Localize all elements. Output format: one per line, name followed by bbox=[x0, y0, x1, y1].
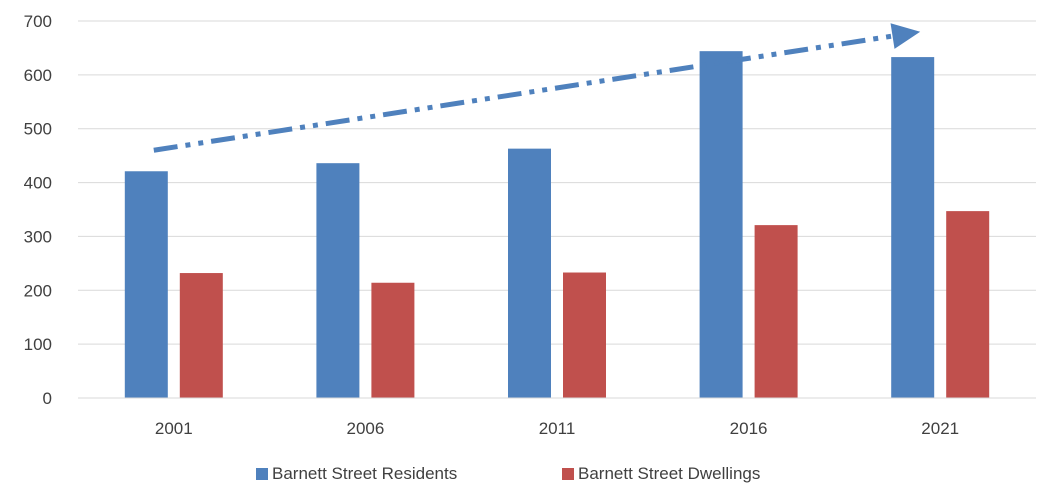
bar-dwellings-2011 bbox=[563, 272, 606, 398]
y-tick-label: 200 bbox=[24, 281, 52, 300]
bar-dwellings-2016 bbox=[754, 225, 798, 398]
bar-dwellings-2021 bbox=[946, 211, 990, 398]
x-tick-label: 2001 bbox=[155, 419, 193, 438]
x-tick-label: 2006 bbox=[346, 419, 384, 438]
y-tick-label: 0 bbox=[43, 389, 52, 408]
x-tick-label: 2016 bbox=[730, 419, 768, 438]
y-tick-label: 600 bbox=[24, 66, 52, 85]
trend-arrow bbox=[153, 23, 921, 153]
legend-label: Barnett Street Residents bbox=[272, 464, 457, 483]
y-tick-label: 700 bbox=[24, 12, 52, 31]
x-tick-label: 2011 bbox=[539, 419, 576, 438]
legend-label: Barnett Street Dwellings bbox=[578, 464, 760, 483]
x-tick-label: 2021 bbox=[921, 419, 959, 438]
bar-dwellings-2001 bbox=[179, 273, 223, 398]
bar-residents-2006 bbox=[316, 163, 360, 398]
y-tick-label: 500 bbox=[24, 120, 52, 139]
bars bbox=[124, 51, 990, 398]
legend-swatch bbox=[256, 468, 268, 480]
bar-dwellings-2006 bbox=[371, 282, 415, 398]
y-tick-label: 300 bbox=[24, 227, 52, 246]
legend-swatch bbox=[562, 468, 574, 480]
y-tick-label: 100 bbox=[24, 335, 52, 354]
trend-arrow-line bbox=[153, 33, 893, 153]
y-tick-label: 400 bbox=[24, 174, 52, 193]
bar-residents-2021 bbox=[891, 57, 935, 398]
x-axis-ticks: 2001 2006 2011 2016 2021 bbox=[155, 419, 959, 438]
legend: Barnett Street Residents Barnett Street D… bbox=[256, 464, 760, 483]
gridlines bbox=[78, 20, 1036, 345]
bar-residents-2001 bbox=[124, 171, 168, 398]
trend-arrow-head bbox=[890, 23, 921, 49]
bar-residents-2016 bbox=[699, 51, 743, 398]
bar-residents-2011 bbox=[508, 148, 551, 398]
y-axis-ticks: 0 100 200 300 400 500 600 700 bbox=[24, 12, 52, 408]
